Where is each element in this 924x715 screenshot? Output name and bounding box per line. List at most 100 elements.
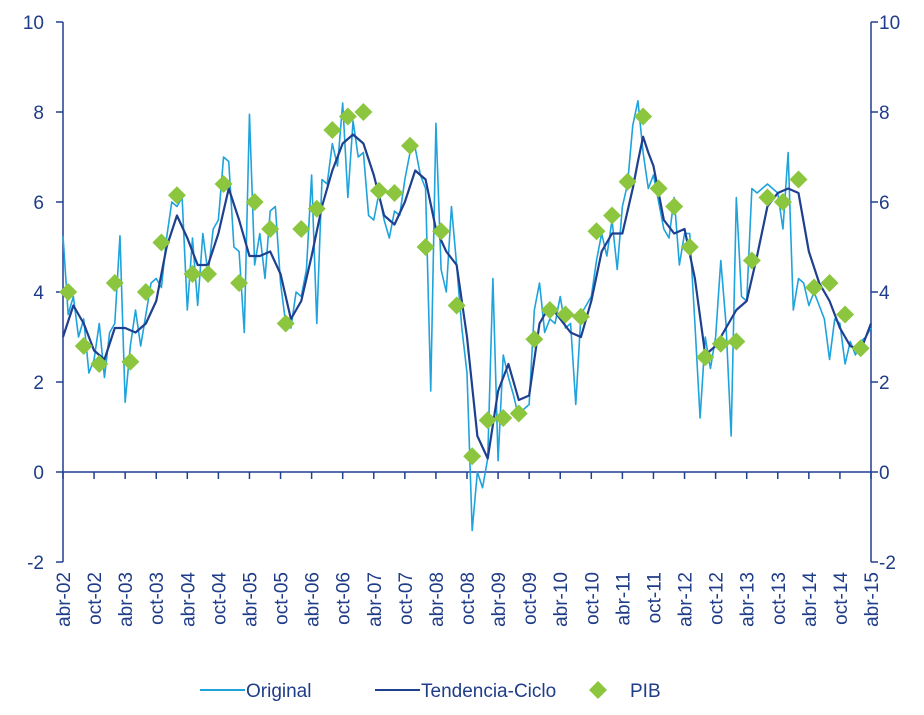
x-tick-label: abr-10 xyxy=(551,572,572,627)
x-tick-label: oct-14 xyxy=(831,572,852,625)
x-tick-label: oct-03 xyxy=(147,572,168,625)
y-tick-label: 2 xyxy=(33,373,44,394)
y2-tick-label: 2 xyxy=(879,373,890,394)
y2-tick-label: 10 xyxy=(879,13,900,34)
pib-marker xyxy=(478,411,497,430)
pib-marker xyxy=(836,305,855,324)
y2-tick-label: 6 xyxy=(879,193,890,214)
y-tick-label: 0 xyxy=(33,463,44,484)
legend-marker xyxy=(589,681,607,699)
x-tick-label: oct-05 xyxy=(272,572,293,625)
pib-marker xyxy=(307,199,326,218)
y-tick-label: 4 xyxy=(33,283,44,304)
x-tick-label: abr-13 xyxy=(738,572,759,627)
x-tick-label: oct-13 xyxy=(769,572,790,625)
pib-marker xyxy=(540,301,559,319)
x-tick-label: abr-02 xyxy=(54,572,75,627)
pib-marker xyxy=(447,296,466,315)
x-tick-label: abr-05 xyxy=(240,572,261,627)
pib-marker xyxy=(199,265,218,283)
pib-marker xyxy=(323,121,342,139)
x-tick-label: oct-04 xyxy=(209,572,230,625)
x-tick-label: oct-08 xyxy=(458,572,479,625)
pib-marker xyxy=(292,220,311,238)
pib-marker xyxy=(820,274,839,292)
pib-marker xyxy=(758,188,777,207)
pib-marker xyxy=(338,107,357,126)
pib-marker xyxy=(385,184,404,202)
pib-marker xyxy=(509,404,528,423)
pib-marker xyxy=(74,337,93,355)
pib-marker xyxy=(59,283,78,301)
x-tick-label: oct-02 xyxy=(85,572,106,625)
x-tick-label: abr-15 xyxy=(862,572,883,627)
y2-tick-label: 8 xyxy=(879,103,890,124)
legend-label: Tendencia-Ciclo xyxy=(421,681,556,702)
pib-marker xyxy=(214,175,233,193)
y2-tick-label: 4 xyxy=(879,283,890,304)
pib-marker xyxy=(90,355,109,373)
pib-marker xyxy=(416,238,435,256)
x-tick-label: abr-08 xyxy=(427,572,448,627)
x-tick-label: oct-07 xyxy=(396,572,417,625)
pib-marker xyxy=(789,170,808,189)
pib-marker xyxy=(183,265,202,283)
pib-marker xyxy=(401,136,420,155)
pib-marker xyxy=(680,238,699,256)
y-tick-label: 8 xyxy=(33,103,44,124)
pib-marker xyxy=(556,305,575,324)
pib-marker xyxy=(773,193,792,211)
series-line xyxy=(61,133,873,460)
x-tick-label: abr-04 xyxy=(178,572,199,627)
x-tick-label: abr-11 xyxy=(613,572,634,626)
y2-tick-label: 0 xyxy=(879,463,890,484)
pib-marker xyxy=(727,332,746,351)
pib-marker xyxy=(432,222,451,241)
pib-marker xyxy=(851,339,870,358)
series-line xyxy=(62,99,872,532)
pib-marker xyxy=(805,278,824,297)
pib-marker xyxy=(121,352,140,371)
x-tick-label: oct-10 xyxy=(582,572,603,625)
pib-marker xyxy=(245,193,264,211)
y2-tick-label: -2 xyxy=(879,553,896,574)
x-tick-label: abr-03 xyxy=(116,572,137,627)
pib-marker xyxy=(649,179,668,198)
x-tick-label: abr-14 xyxy=(800,572,821,627)
x-tick-label: abr-07 xyxy=(365,572,386,627)
pib-marker xyxy=(742,251,761,270)
x-tick-label: oct-11 xyxy=(644,572,665,623)
legend-label: Original xyxy=(246,681,311,702)
pib-marker xyxy=(230,274,249,292)
pib-marker xyxy=(634,107,653,126)
x-tick-label: oct-06 xyxy=(334,572,355,625)
x-tick-label: abr-12 xyxy=(676,572,697,627)
pib-marker xyxy=(354,103,373,121)
pib-marker xyxy=(525,330,544,349)
pib-marker xyxy=(369,181,388,200)
pib-marker xyxy=(494,409,513,427)
pib-marker xyxy=(587,222,606,241)
pib-marker xyxy=(105,274,124,292)
y-tick-label: 6 xyxy=(33,193,44,214)
pib-marker xyxy=(167,186,186,205)
pib-marker xyxy=(711,334,730,353)
pib-marker xyxy=(261,220,280,238)
pib-marker xyxy=(665,197,684,216)
pib-marker xyxy=(696,348,715,367)
pib-marker xyxy=(463,447,482,466)
pib-marker xyxy=(571,307,590,326)
y-tick-label: 10 xyxy=(23,13,44,34)
legend-label: PIB xyxy=(630,681,661,702)
pib-marker xyxy=(136,283,155,301)
x-tick-label: abr-06 xyxy=(303,572,324,627)
pib-marker xyxy=(276,314,295,333)
pib-marker xyxy=(152,233,171,252)
x-tick-label: oct-09 xyxy=(520,572,541,625)
x-tick-label: oct-12 xyxy=(707,572,728,625)
pib-marker xyxy=(603,206,622,225)
y-tick-label: -2 xyxy=(27,553,44,574)
x-tick-label: abr-09 xyxy=(489,572,510,627)
